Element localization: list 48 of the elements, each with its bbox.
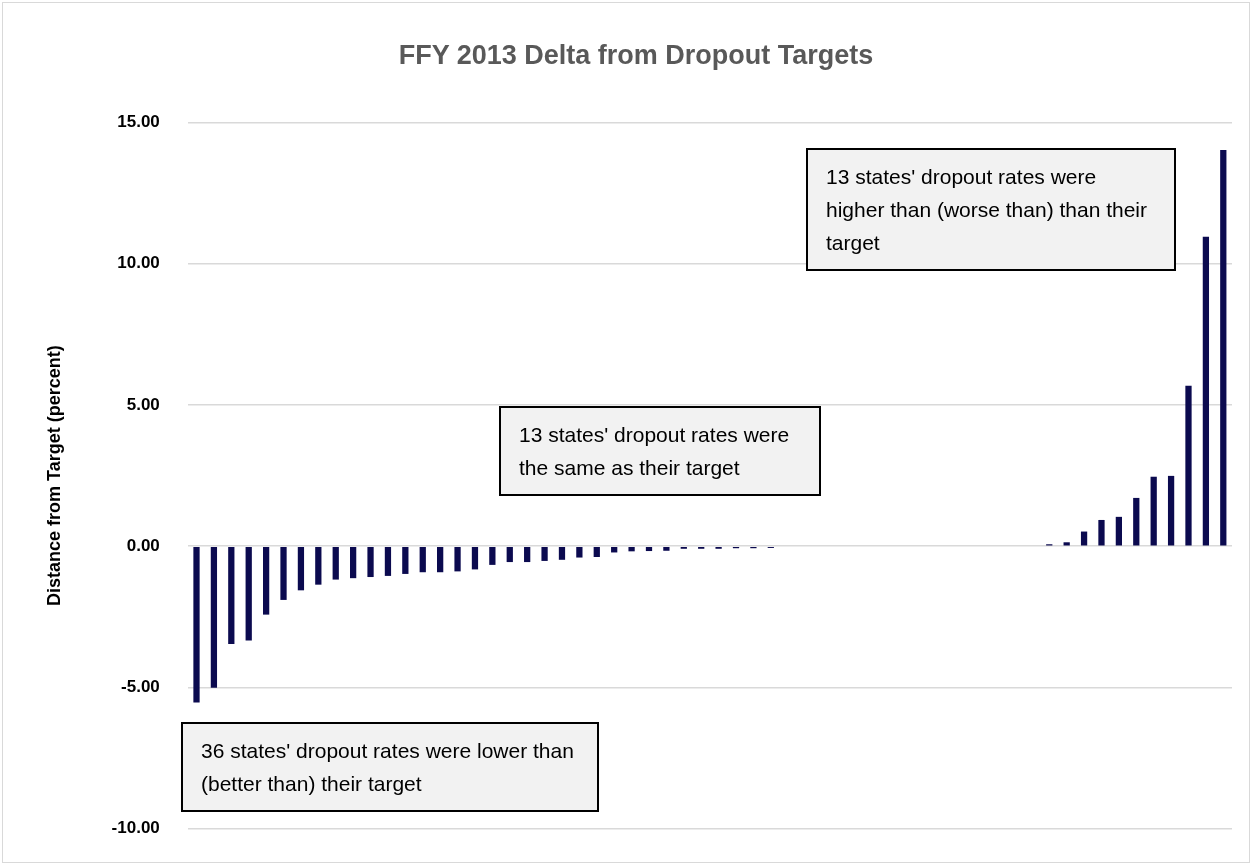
bar [384,546,392,576]
bar [524,546,531,563]
bar [228,546,235,645]
bar [1063,542,1070,546]
chart-title: FFY 2013 Delta from Dropout Targets [398,39,874,70]
y-tick-label: 15.00 [117,112,160,132]
bar [280,546,287,600]
bar [1115,516,1123,546]
bar [541,546,548,561]
y-tick-label: 5.00 [126,394,160,414]
bar [593,546,600,557]
bar [262,546,270,615]
bar [576,546,583,558]
bar [506,546,513,563]
bar [1202,236,1210,546]
bar [332,546,339,580]
y-tick-label: 0.00 [126,535,160,555]
bar [1185,385,1192,546]
bar [1133,497,1140,546]
bar [558,546,566,560]
bar [663,546,670,551]
y-tick-label: 10.00 [117,253,160,273]
bar [1080,531,1088,546]
bar [350,546,357,579]
bar [645,546,653,552]
bar [1167,475,1175,546]
bar [437,546,444,573]
bar [1220,150,1227,546]
note-box: 13 states' dropout rates were higher than (worse than) than their target [806,148,1176,271]
bar [210,546,218,688]
bar [419,546,426,573]
bar [315,546,322,585]
y-tick-label: -5.00 [121,677,160,697]
y-axis-title: Distance from Target (percent) [43,345,64,606]
y-tick-label: -10.00 [111,818,160,838]
bar [245,546,252,641]
bar [1150,476,1157,546]
bar [471,546,479,570]
bar [402,546,409,574]
bar [367,546,374,578]
note-box: 36 states' dropout rates were lower than (better than) their target [181,722,599,812]
bar [628,546,635,552]
note-box: 13 states' dropout rates were the same as their target [499,406,821,496]
bar [193,546,200,703]
bar [1098,519,1105,546]
bar [297,546,305,591]
bar [454,546,461,572]
bar [489,546,496,565]
